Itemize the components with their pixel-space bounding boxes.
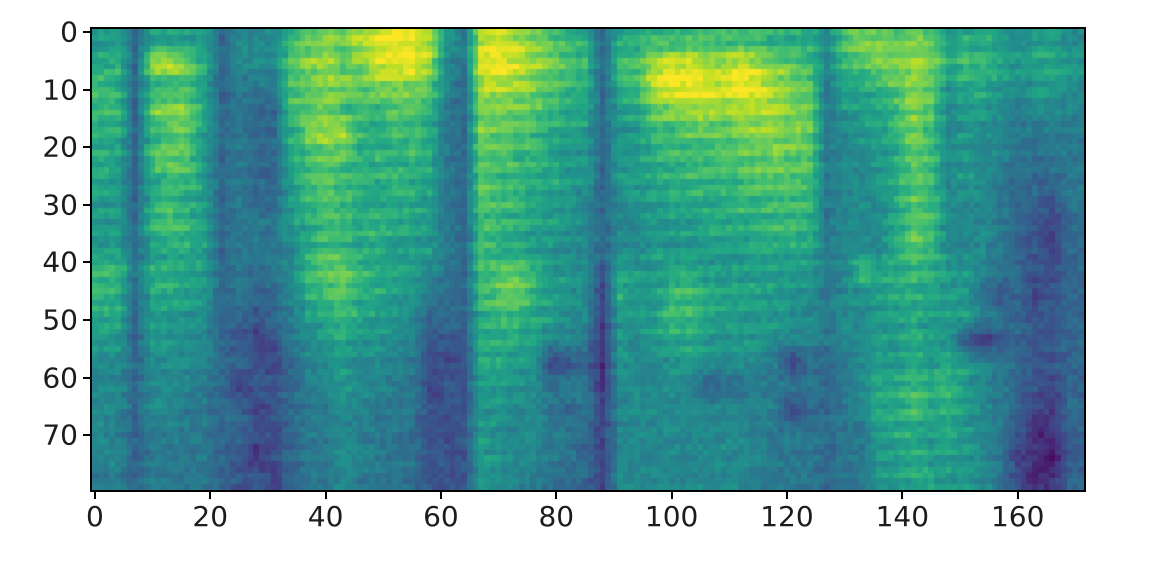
y-tick-mark [83,88,91,91]
axes-frame [90,27,1086,492]
x-tick-mark [1016,491,1019,499]
x-tick-label: 20 [192,500,229,533]
x-tick-label: 60 [423,500,459,533]
x-tick-label: 40 [307,500,344,533]
y-tick-mark [83,30,91,33]
y-tick-mark [83,203,91,206]
x-tick-label: 0 [85,500,104,533]
y-tick-label: 20 [42,130,78,164]
x-tick-label: 120 [760,500,814,533]
y-tick-mark [83,146,91,149]
y-tick-label: 10 [42,73,78,106]
y-tick-label: 50 [42,303,78,337]
x-tick-mark [93,491,96,499]
y-tick-label: 60 [42,361,78,395]
y-tick-label: 70 [42,418,78,452]
x-tick-mark [324,491,327,499]
y-tick-label: 0 [60,15,78,49]
x-tick-label: 100 [644,500,699,533]
x-tick-mark [670,491,673,499]
x-tick-mark [901,491,904,499]
x-tick-mark [209,491,212,499]
y-tick-mark [83,434,91,437]
x-tick-mark [785,491,788,499]
y-tick-label: 30 [42,188,78,222]
spectrogram-heatmap-canvas [92,29,1084,490]
x-tick-mark [555,491,558,499]
y-tick-label: 40 [42,245,78,279]
x-tick-label: 160 [990,500,1045,533]
x-tick-label: 80 [538,500,575,533]
y-tick-mark [83,261,91,264]
x-tick-label: 140 [875,500,930,533]
y-tick-mark [83,319,91,321]
x-tick-mark [439,491,442,499]
y-tick-mark [83,376,91,379]
